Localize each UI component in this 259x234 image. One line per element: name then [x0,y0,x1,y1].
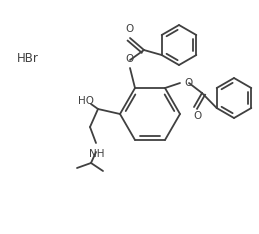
Text: O: O [193,111,201,121]
Text: O: O [126,54,134,64]
Text: O: O [126,24,134,34]
Text: HO: HO [78,96,94,106]
Text: NH: NH [89,149,105,159]
Text: O: O [184,78,192,88]
Text: HBr: HBr [17,52,39,66]
